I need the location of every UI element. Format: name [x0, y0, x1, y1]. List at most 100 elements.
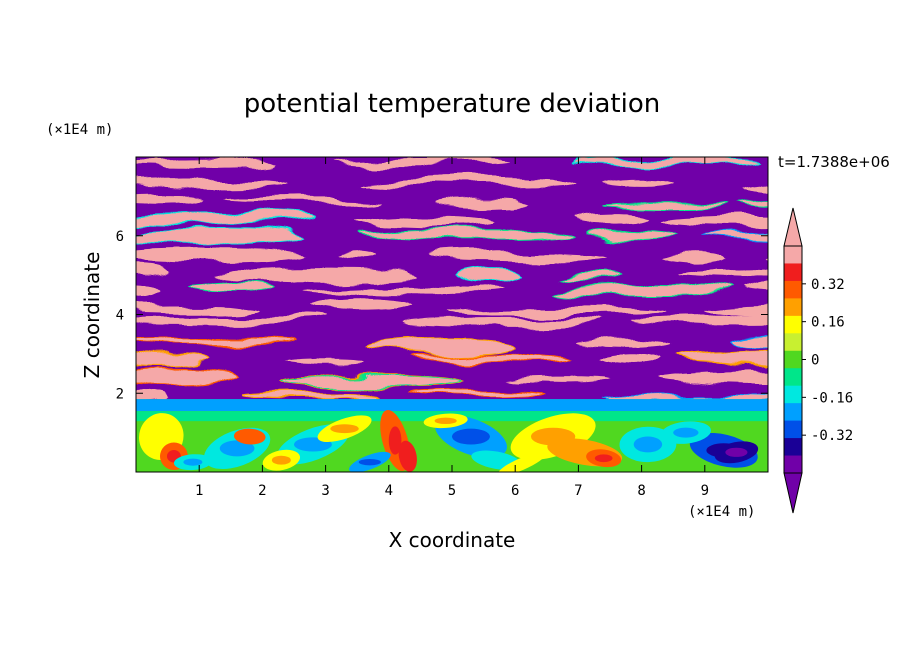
positive-layer: [413, 354, 568, 361]
colorbar-segment: [784, 315, 802, 334]
colorbar-segment: [784, 368, 802, 387]
positive-layer: [241, 391, 374, 398]
colorbar-segment: [784, 403, 802, 422]
layer-edge: [357, 229, 573, 241]
positive-layer: [136, 368, 238, 383]
positive-layer: [284, 359, 361, 365]
eddy-core: [633, 436, 663, 453]
positive-layer: [572, 158, 761, 167]
positive-layer: [136, 355, 213, 365]
eddy-core: [434, 417, 457, 425]
layer-edge: [136, 212, 315, 225]
positive-layer: [411, 389, 539, 396]
positive-layer: [358, 229, 572, 241]
eddy-core: [388, 426, 402, 455]
layer-edge: [136, 228, 304, 245]
positive-layer: [660, 215, 768, 227]
positive-layer: [765, 256, 768, 259]
positive-layer: [459, 267, 525, 282]
x-tick-label: 2: [258, 483, 266, 499]
y-tick-label: 6: [116, 229, 124, 245]
colorbar-tick-label: 0: [811, 353, 819, 369]
layer-edge: [698, 232, 768, 242]
positive-layer: [702, 305, 768, 319]
positive-layer: [136, 264, 167, 275]
colorbar-tick-label: 0.32: [811, 277, 845, 293]
positive-layer: [736, 199, 768, 207]
eddy-cell: [398, 440, 417, 472]
positive-layer: [282, 372, 463, 385]
eddy-core: [271, 455, 291, 465]
positive-layer: [136, 194, 205, 205]
layer-edge: [727, 334, 768, 349]
positive-layer: [136, 229, 303, 244]
positive-layer: [448, 307, 666, 316]
positive-layer: [136, 315, 324, 324]
positive-layer: [136, 179, 291, 189]
colorbar-tick-label: -0.16: [811, 390, 853, 406]
x-axis: 1 2 3 4 5 6 7 8 9: [195, 157, 709, 499]
y-tick-label: 2: [116, 386, 124, 402]
layer-edge: [601, 201, 728, 208]
warm-front-edge: [136, 354, 215, 367]
positive-layer: [430, 250, 604, 261]
layer-edge: [281, 372, 463, 386]
eddy-core: [673, 427, 699, 438]
colorbar-segment: [784, 298, 802, 317]
x-axis-label: X coordinate: [389, 528, 516, 552]
colorbar-segment: [784, 246, 802, 264]
colorbar-segment: [784, 385, 802, 404]
positive-layer: [577, 337, 671, 346]
positive-layer: [136, 213, 314, 225]
positive-layer: [331, 158, 506, 166]
eddy-core: [358, 458, 381, 466]
eddy-core: [219, 440, 255, 457]
layer-edge: [571, 157, 761, 168]
boundary-layer-top: [136, 399, 768, 412]
positive-layer: [354, 216, 496, 228]
x-tick-label: 9: [701, 483, 709, 499]
y-tick-label: 4: [116, 308, 124, 324]
y-unit-label: (×1E4 m): [46, 122, 113, 138]
positive-layer: [363, 178, 578, 188]
plot-field: [136, 157, 768, 472]
positive-layer: [561, 272, 620, 280]
positive-layer: [660, 253, 726, 265]
eddy-core: [594, 454, 613, 463]
positive-layer: [746, 180, 768, 189]
layer-edge: [585, 228, 675, 240]
positive-layer: [136, 304, 260, 313]
colorbar-segment: [784, 350, 802, 369]
layer-edge: [185, 279, 276, 292]
colorbar-tick-label: -0.32: [811, 428, 853, 444]
layer-edge: [458, 267, 526, 282]
colorbar-segment: [784, 333, 802, 352]
colorbar: 0.32 0.16 0 -0.16 -0.32: [783, 207, 853, 514]
colorbar-segment: [784, 420, 802, 439]
positive-layer: [136, 340, 294, 346]
turbulent-boundary-layer: [136, 399, 768, 472]
positive-layer: [672, 351, 768, 364]
y-axis: 2 4 6: [116, 229, 768, 402]
positive-layer: [221, 197, 379, 204]
colorbar-under-arrow: [783, 472, 803, 514]
positive-layer: [599, 179, 670, 188]
positive-layer: [368, 339, 513, 354]
positive-layer: [136, 248, 303, 264]
chart-title: potential temperature deviation: [244, 89, 660, 119]
layer-edge: [559, 272, 621, 280]
eddy-cell: [233, 428, 266, 445]
colorbar-segment: [784, 455, 802, 474]
x-tick-label: 8: [637, 483, 645, 499]
x-unit-label: (×1E4 m): [688, 504, 755, 520]
positive-layer: [598, 354, 661, 365]
positive-layer: [211, 268, 417, 281]
positive-layer: [629, 317, 768, 328]
eddy-core: [330, 424, 359, 434]
positive-layer: [186, 280, 276, 292]
positive-layer: [601, 201, 727, 207]
colorbar-segment: [784, 438, 802, 457]
eddy-core: [452, 428, 490, 445]
eddy-core: [725, 447, 748, 457]
